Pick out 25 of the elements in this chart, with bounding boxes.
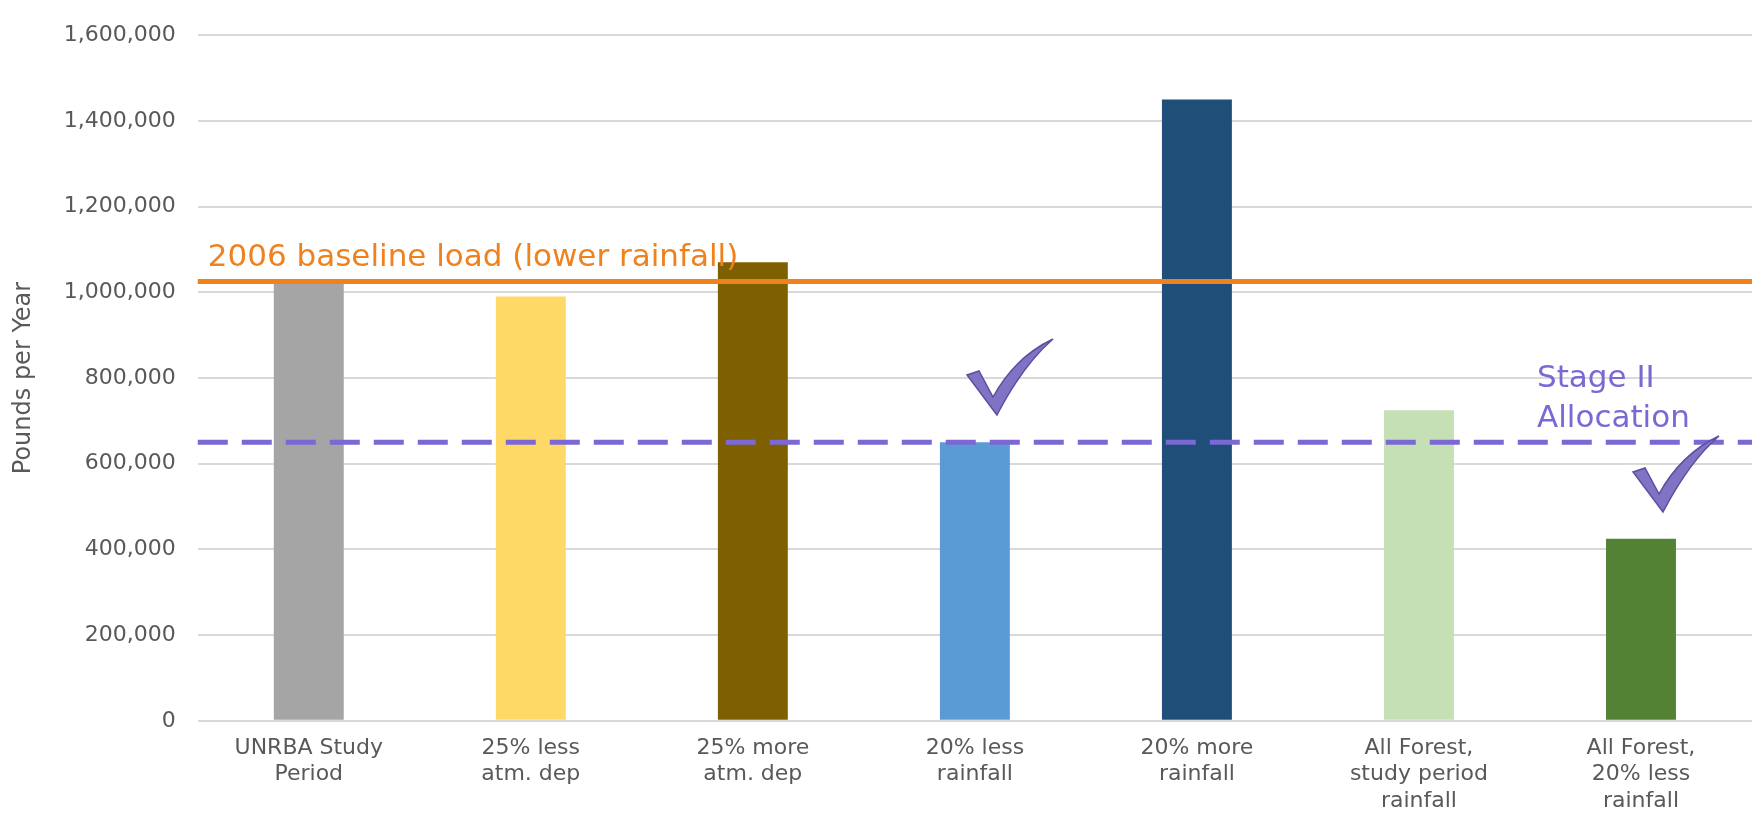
bar [495, 296, 566, 720]
y-axis-title: Pounds per Year [7, 281, 36, 475]
y-tick-label: 1,400,000 [63, 106, 176, 132]
y-tick-label: 1,200,000 [63, 192, 176, 218]
bar [1161, 99, 1232, 720]
bar [939, 442, 1010, 720]
x-tick-label: 20% more rainfall [1140, 733, 1254, 786]
y-tick-label: 800,000 [84, 363, 176, 389]
x-tick-label: 25% more atm. dep [696, 733, 810, 786]
ref-line-label: Stage II Allocation [1537, 357, 1690, 434]
y-tick-label: 200,000 [84, 620, 176, 646]
x-tick-label: All Forest, 20% less rainfall [1586, 733, 1696, 812]
bar [1383, 410, 1454, 720]
y-tick-label: 600,000 [84, 449, 176, 475]
ref-line-label: 2006 baseline load (lower rainfall) [207, 237, 739, 274]
x-tick-label: UNRBA Study Period [234, 733, 384, 786]
bar [1606, 538, 1676, 720]
y-tick-label: 1,000,000 [63, 278, 176, 304]
y-tick-label: 1,600,000 [63, 20, 176, 46]
x-tick-label: 20% less rainfall [925, 733, 1025, 786]
y-tick-label: 400,000 [84, 535, 176, 561]
bar [273, 283, 344, 720]
x-tick-label: 25% less atm. dep [481, 733, 581, 786]
x-tick-label: All Forest, study period rainfall [1349, 733, 1488, 812]
y-tick-label: 0 [161, 706, 176, 732]
